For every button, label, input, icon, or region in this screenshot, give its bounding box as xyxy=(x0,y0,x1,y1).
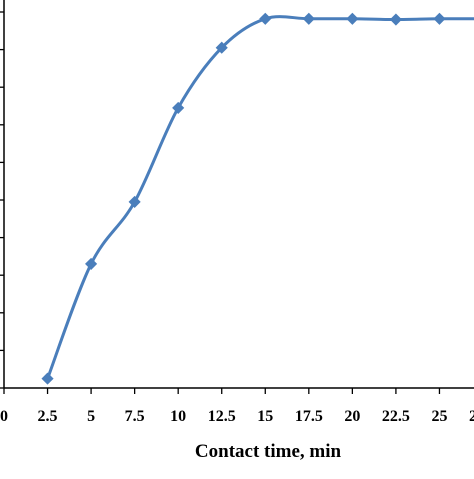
x-tick-label: 20 xyxy=(344,408,360,425)
x-tick-label: 17.5 xyxy=(295,408,323,425)
x-tick-label: 22.5 xyxy=(382,408,410,425)
x-tick-label: 27.5 xyxy=(469,408,474,425)
series-line-group xyxy=(46,15,474,381)
axes xyxy=(0,0,474,394)
data-point-marker xyxy=(172,101,185,114)
x-tick-label: 15 xyxy=(257,408,273,425)
data-point-marker xyxy=(346,12,359,25)
x-tick-label: 10 xyxy=(170,408,186,425)
data-point-marker xyxy=(128,195,141,208)
x-tick-label: 12.5 xyxy=(208,408,236,425)
x-tick-label: 25 xyxy=(431,408,447,425)
tick-labels: 0 2.5 5 7.5 10 12.5 15 17.5 20 22.5 25 27.5 xyxy=(0,408,474,425)
series-line xyxy=(46,15,474,381)
data-point-marker xyxy=(389,13,402,26)
x-tick-label: 2.5 xyxy=(38,408,58,425)
x-tick-label: 5 xyxy=(87,408,95,425)
x-axis-title: Contact time, min xyxy=(195,441,342,462)
data-point-marker xyxy=(85,257,98,270)
data-point-marker xyxy=(302,12,315,25)
x-tick-label: 0 xyxy=(0,408,8,425)
x-tick-label: 7.5 xyxy=(125,408,145,425)
data-point-marker xyxy=(433,12,446,25)
data-point-marker xyxy=(259,12,272,25)
data-point-marker xyxy=(215,41,228,54)
data-markers xyxy=(41,12,446,385)
data-point-marker xyxy=(41,372,54,385)
